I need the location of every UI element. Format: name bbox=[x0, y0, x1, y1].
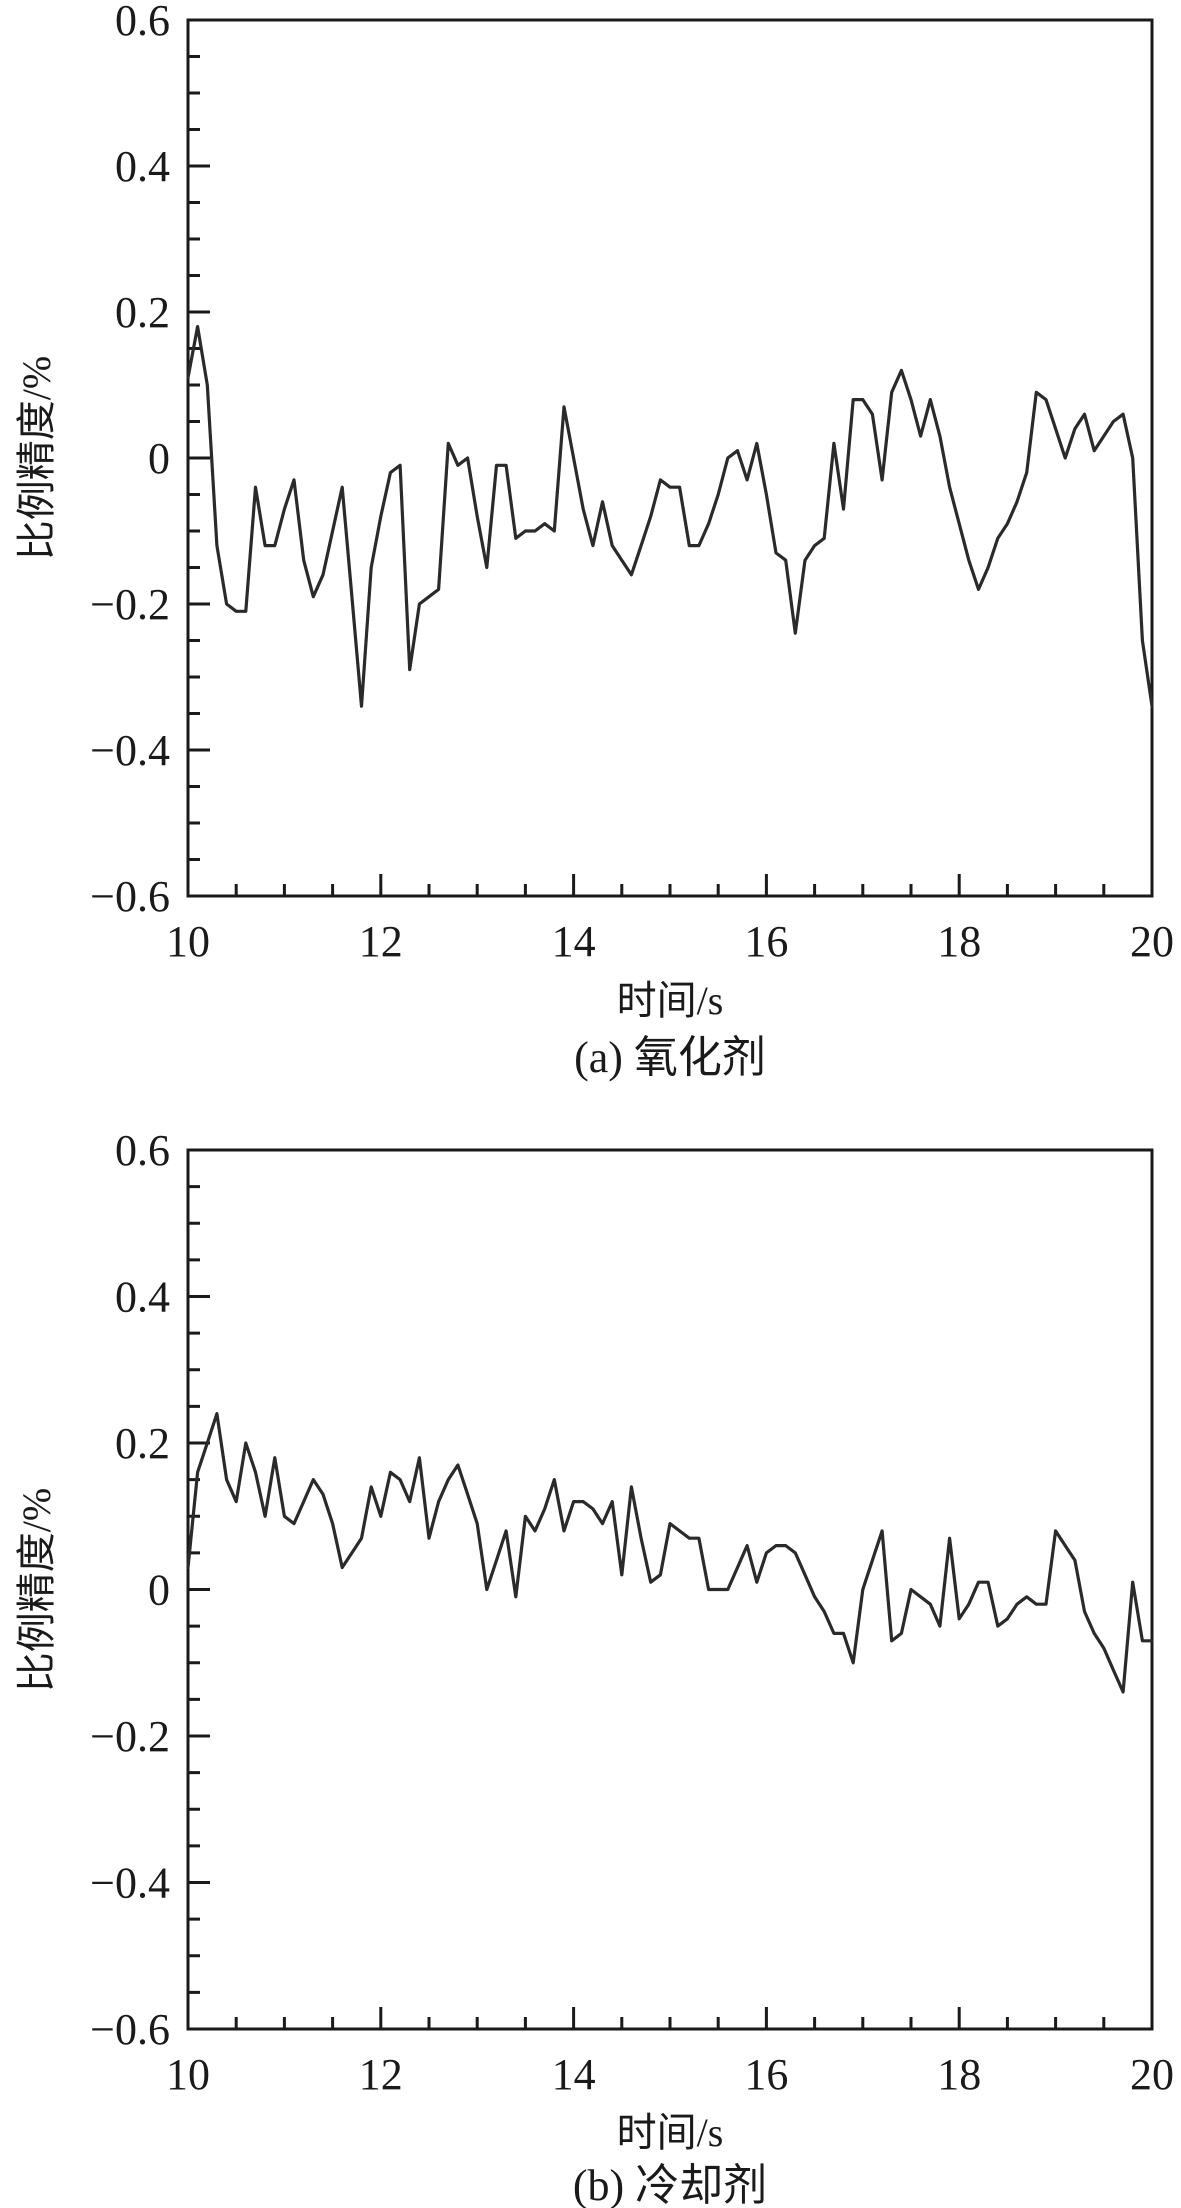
y-tick-label: 0.4 bbox=[115, 142, 170, 191]
y-tick-label: −0.4 bbox=[90, 1859, 170, 1908]
y-tick-label: −0.2 bbox=[90, 1712, 170, 1761]
y-tick-labels: −0.6 −0.4 −0.2 0 0.2 0.4 0.6 bbox=[90, 1126, 170, 2054]
x-tick-label: 16 bbox=[744, 2050, 788, 2099]
x-tick-label: 20 bbox=[1130, 2050, 1174, 2099]
y-tick-label: 0 bbox=[148, 1566, 170, 1615]
y-tick-labels: −0.6 −0.4 −0.2 0 0.2 0.4 0.6 bbox=[90, 0, 170, 921]
x-axis-label: 时间/s bbox=[617, 978, 724, 1023]
series-line-oxidizer bbox=[186, 325, 1154, 708]
y-tick-label: 0.6 bbox=[115, 0, 170, 45]
x-tick-label: 10 bbox=[166, 2050, 210, 2099]
y-tick-label: 0.2 bbox=[115, 288, 170, 337]
x-tick-labels: 10 12 14 16 18 20 bbox=[166, 2050, 1174, 2099]
y-tick-label: 0.4 bbox=[115, 1273, 170, 1322]
y-tick-label: 0.6 bbox=[115, 1126, 170, 1175]
axis-ticks bbox=[186, 18, 1154, 898]
y-axis-label: 比例精度/% bbox=[14, 1488, 59, 1692]
x-axis-label: 时间/s bbox=[617, 2110, 724, 2155]
x-tick-label: 12 bbox=[359, 917, 403, 966]
plot-frame bbox=[186, 18, 1154, 898]
panel-caption: (b) 冷却剂 bbox=[573, 2161, 767, 2208]
y-tick-label: −0.2 bbox=[90, 580, 170, 629]
x-tick-label: 12 bbox=[359, 2050, 403, 2099]
x-tick-label: 14 bbox=[552, 2050, 596, 2099]
y-axis-label: 比例精度/% bbox=[14, 356, 59, 560]
x-tick-label: 16 bbox=[744, 917, 788, 966]
plot-frame bbox=[186, 1148, 1154, 2031]
y-tick-label: −0.6 bbox=[90, 2005, 170, 2054]
panel-caption: (a) 氧化剂 bbox=[574, 1033, 766, 1082]
x-tick-label: 14 bbox=[552, 917, 596, 966]
y-tick-label: 0 bbox=[148, 434, 170, 483]
y-tick-label: −0.4 bbox=[90, 726, 170, 775]
x-tick-label: 18 bbox=[937, 2050, 981, 2099]
y-tick-label: 0.2 bbox=[115, 1419, 170, 1468]
chart-panel-coolant: −0.6 −0.4 −0.2 0 0.2 0.4 0.6 10 12 14 16 18 20 比例精度… bbox=[14, 1126, 1174, 2208]
x-tick-labels: 10 12 14 16 18 20 bbox=[166, 917, 1174, 966]
x-tick-label: 20 bbox=[1130, 917, 1174, 966]
chart-panel-oxidizer: −0.6 −0.4 −0.2 0 0.2 0.4 0.6 10 12 14 16 18 20 比例精度… bbox=[14, 0, 1174, 1082]
x-tick-label: 10 bbox=[166, 917, 210, 966]
series-line-coolant bbox=[186, 1412, 1154, 1694]
x-tick-label: 18 bbox=[937, 917, 981, 966]
axis-ticks bbox=[186, 1148, 1154, 2031]
y-tick-label: −0.6 bbox=[90, 872, 170, 921]
